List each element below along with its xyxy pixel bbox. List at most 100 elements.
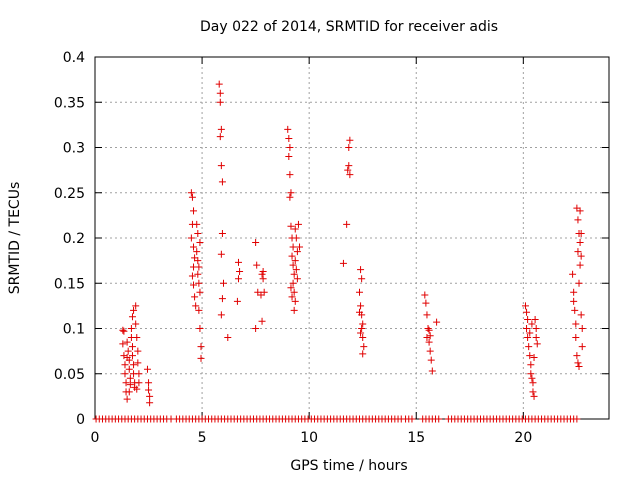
data-point <box>289 243 297 251</box>
data-point <box>521 302 529 310</box>
y-tick-label: 0.1 <box>63 322 85 338</box>
data-point <box>359 334 367 342</box>
data-point <box>197 343 205 351</box>
data-point <box>217 162 225 170</box>
data-point <box>188 272 196 280</box>
data-point <box>195 279 203 287</box>
data-point <box>291 297 299 305</box>
data-point <box>359 320 367 328</box>
data-point <box>523 325 531 332</box>
data-point <box>433 318 441 326</box>
x-tick-label: 15 <box>407 430 425 446</box>
data-point <box>217 311 225 319</box>
data-point <box>355 308 363 316</box>
data-point <box>190 281 198 289</box>
data-point <box>422 299 430 307</box>
data-point <box>126 374 134 382</box>
data-point <box>193 248 201 256</box>
data-point <box>194 257 202 265</box>
data-point <box>423 311 431 319</box>
data-point <box>119 340 127 348</box>
data-point <box>355 288 363 296</box>
data-point <box>290 288 298 296</box>
data-point <box>339 259 347 267</box>
data-point <box>532 334 540 342</box>
data-point <box>123 395 131 403</box>
data-point <box>532 325 540 332</box>
data-point <box>236 267 244 275</box>
data-point <box>132 302 140 310</box>
data-point <box>215 80 223 88</box>
data-point <box>345 162 353 170</box>
data-point <box>573 415 581 423</box>
data-point <box>288 252 296 260</box>
data-point <box>123 338 131 346</box>
y-tick-label: 0.3 <box>63 141 85 157</box>
data-point <box>127 325 135 332</box>
data-point <box>344 166 352 174</box>
data-point <box>343 220 351 228</box>
data-point <box>572 334 580 342</box>
data-point <box>128 343 136 351</box>
data-point <box>533 340 541 348</box>
data-point <box>576 207 584 215</box>
data-point <box>123 353 131 361</box>
data-point <box>128 313 136 321</box>
data-point <box>425 326 433 334</box>
data-point <box>530 392 538 400</box>
data-point <box>259 267 267 275</box>
data-point <box>121 361 129 369</box>
data-point <box>146 399 154 407</box>
data-point <box>284 125 292 133</box>
data-point <box>527 361 535 369</box>
data-point <box>423 334 431 342</box>
data-point <box>253 261 261 269</box>
data-point <box>574 248 582 256</box>
data-point <box>526 329 534 337</box>
data-point <box>576 239 584 247</box>
data-point <box>577 229 585 237</box>
data-point <box>190 207 198 215</box>
data-point <box>360 343 368 351</box>
data-point <box>530 353 538 361</box>
data-point <box>357 302 365 310</box>
data-point <box>133 385 141 393</box>
data-point <box>575 363 583 371</box>
data-point <box>577 252 585 260</box>
data-point <box>217 250 225 258</box>
data-point <box>528 374 536 382</box>
data-point <box>145 379 153 387</box>
data-point <box>575 279 583 287</box>
data-point <box>287 284 295 292</box>
x-tick-label: 5 <box>198 430 207 446</box>
data-point <box>135 370 143 378</box>
data-point <box>216 133 224 141</box>
data-point <box>252 239 260 247</box>
data-point <box>196 239 204 247</box>
y-tick-label: 0.35 <box>54 95 85 111</box>
data-point <box>358 325 366 332</box>
data-point <box>126 381 134 389</box>
data-point <box>216 89 224 97</box>
data-point <box>578 343 586 351</box>
data-point <box>130 306 138 314</box>
data-point <box>573 352 581 360</box>
data-point <box>120 327 128 335</box>
data-point <box>133 334 141 342</box>
data-point <box>426 347 434 355</box>
data-point <box>216 98 224 106</box>
data-point <box>526 352 534 360</box>
data-point <box>574 216 582 224</box>
data-point <box>195 306 203 314</box>
data-point <box>218 229 226 237</box>
data-point <box>128 352 136 360</box>
data-point <box>122 379 130 387</box>
data-point <box>194 270 202 278</box>
data-point <box>119 326 127 334</box>
data-point <box>190 243 198 251</box>
data-point <box>218 295 226 303</box>
data-point <box>124 347 132 355</box>
data-point <box>145 386 153 394</box>
data-point <box>435 415 443 423</box>
